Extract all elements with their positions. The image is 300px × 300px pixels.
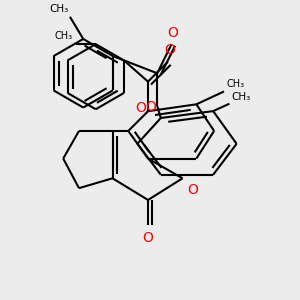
Text: CH₃: CH₃ <box>49 4 68 14</box>
Text: O: O <box>187 183 198 197</box>
Text: O: O <box>164 43 175 57</box>
Text: O: O <box>142 231 154 244</box>
Text: CH₃: CH₃ <box>231 92 250 102</box>
Text: CH₃: CH₃ <box>55 31 73 41</box>
Text: O: O <box>145 100 156 114</box>
Text: O: O <box>135 101 146 115</box>
Text: O: O <box>167 26 178 40</box>
Text: CH₃: CH₃ <box>227 79 245 88</box>
